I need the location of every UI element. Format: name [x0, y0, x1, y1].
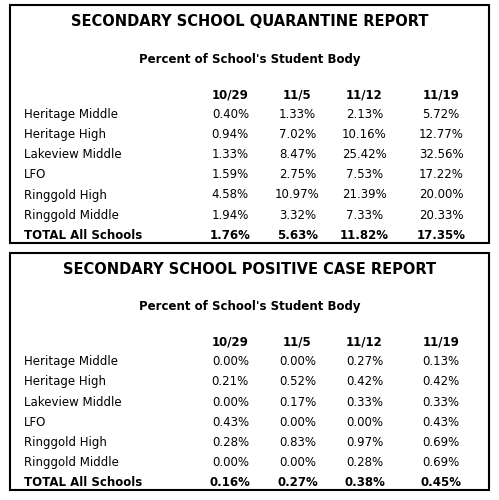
Text: 10.16%: 10.16%	[342, 128, 387, 141]
Text: 0.27%: 0.27%	[346, 355, 383, 368]
Text: 0.33%: 0.33%	[346, 396, 383, 408]
Text: 20.33%: 20.33%	[419, 208, 464, 222]
Text: Heritage Middle: Heritage Middle	[24, 355, 118, 368]
Text: 4.58%: 4.58%	[212, 188, 249, 202]
Text: 11/19: 11/19	[423, 336, 460, 348]
Text: 0.00%: 0.00%	[212, 396, 249, 408]
Text: 5.63%: 5.63%	[277, 229, 318, 242]
Text: 11/12: 11/12	[346, 88, 383, 101]
Text: 1.33%: 1.33%	[212, 148, 249, 161]
Text: 0.69%: 0.69%	[423, 456, 460, 469]
Text: 2.13%: 2.13%	[346, 108, 383, 120]
Text: Heritage High: Heritage High	[24, 128, 106, 141]
Text: 11.82%: 11.82%	[340, 229, 389, 242]
Text: 0.17%: 0.17%	[279, 396, 316, 408]
Text: Heritage High: Heritage High	[24, 376, 106, 388]
Text: Ringgold Middle: Ringgold Middle	[24, 456, 119, 469]
Text: 20.00%: 20.00%	[419, 188, 464, 202]
Text: 0.00%: 0.00%	[279, 416, 316, 429]
Text: 0.21%: 0.21%	[212, 376, 249, 388]
Text: 0.45%: 0.45%	[421, 476, 462, 490]
Text: SECONDARY SCHOOL POSITIVE CASE REPORT: SECONDARY SCHOOL POSITIVE CASE REPORT	[63, 262, 436, 277]
Text: 0.83%: 0.83%	[279, 436, 316, 449]
Text: 1.59%: 1.59%	[212, 168, 249, 181]
Text: 0.38%: 0.38%	[344, 476, 385, 490]
Text: 25.42%: 25.42%	[342, 148, 387, 161]
Text: Percent of School's Student Body: Percent of School's Student Body	[139, 52, 360, 66]
Text: Ringgold High: Ringgold High	[24, 188, 107, 202]
Text: 0.42%: 0.42%	[423, 376, 460, 388]
Text: Ringgold High: Ringgold High	[24, 436, 107, 449]
Text: 7.02%: 7.02%	[279, 128, 316, 141]
Text: 7.33%: 7.33%	[346, 208, 383, 222]
Text: 17.35%: 17.35%	[417, 229, 466, 242]
Text: 11/19: 11/19	[423, 88, 460, 101]
Text: 0.00%: 0.00%	[346, 416, 383, 429]
Text: 0.13%: 0.13%	[423, 355, 460, 368]
Text: SECONDARY SCHOOL QUARANTINE REPORT: SECONDARY SCHOOL QUARANTINE REPORT	[71, 14, 428, 30]
Text: Lakeview Middle: Lakeview Middle	[24, 148, 122, 161]
Text: TOTAL All Schools: TOTAL All Schools	[24, 229, 143, 242]
FancyBboxPatch shape	[10, 5, 489, 242]
Text: 11/5: 11/5	[283, 88, 312, 101]
Text: 10.97%: 10.97%	[275, 188, 320, 202]
Text: LFO: LFO	[24, 168, 47, 181]
Text: 5.72%: 5.72%	[423, 108, 460, 120]
Text: Lakeview Middle: Lakeview Middle	[24, 396, 122, 408]
Text: 0.00%: 0.00%	[212, 456, 249, 469]
Text: 0.00%: 0.00%	[279, 355, 316, 368]
Text: 0.42%: 0.42%	[346, 376, 383, 388]
Text: 0.28%: 0.28%	[346, 456, 383, 469]
Text: 1.94%: 1.94%	[212, 208, 249, 222]
Text: Heritage Middle: Heritage Middle	[24, 108, 118, 120]
Text: 0.00%: 0.00%	[279, 456, 316, 469]
Text: 0.00%: 0.00%	[212, 355, 249, 368]
Text: 11/12: 11/12	[346, 336, 383, 348]
Text: 0.33%: 0.33%	[423, 396, 460, 408]
Text: 0.52%: 0.52%	[279, 376, 316, 388]
Text: 1.76%: 1.76%	[210, 229, 251, 242]
Text: LFO: LFO	[24, 416, 47, 429]
Text: 0.43%: 0.43%	[423, 416, 460, 429]
Text: 17.22%: 17.22%	[419, 168, 464, 181]
Text: 12.77%: 12.77%	[419, 128, 464, 141]
Text: 2.75%: 2.75%	[279, 168, 316, 181]
Text: 7.53%: 7.53%	[346, 168, 383, 181]
Text: 0.40%: 0.40%	[212, 108, 249, 120]
Text: 8.47%: 8.47%	[279, 148, 316, 161]
Text: Percent of School's Student Body: Percent of School's Student Body	[139, 300, 360, 313]
Text: Ringgold Middle: Ringgold Middle	[24, 208, 119, 222]
Text: 0.94%: 0.94%	[212, 128, 249, 141]
Text: 0.16%: 0.16%	[210, 476, 251, 490]
Text: 10/29: 10/29	[212, 88, 249, 101]
Text: 0.28%: 0.28%	[212, 436, 249, 449]
Text: 21.39%: 21.39%	[342, 188, 387, 202]
FancyBboxPatch shape	[10, 252, 489, 490]
Text: TOTAL All Schools: TOTAL All Schools	[24, 476, 143, 490]
Text: 3.32%: 3.32%	[279, 208, 316, 222]
Text: 0.27%: 0.27%	[277, 476, 318, 490]
Text: 32.56%: 32.56%	[419, 148, 464, 161]
Text: 0.97%: 0.97%	[346, 436, 383, 449]
Text: 1.33%: 1.33%	[279, 108, 316, 120]
Text: 11/5: 11/5	[283, 336, 312, 348]
Text: 0.43%: 0.43%	[212, 416, 249, 429]
Text: 0.69%: 0.69%	[423, 436, 460, 449]
Text: 10/29: 10/29	[212, 336, 249, 348]
